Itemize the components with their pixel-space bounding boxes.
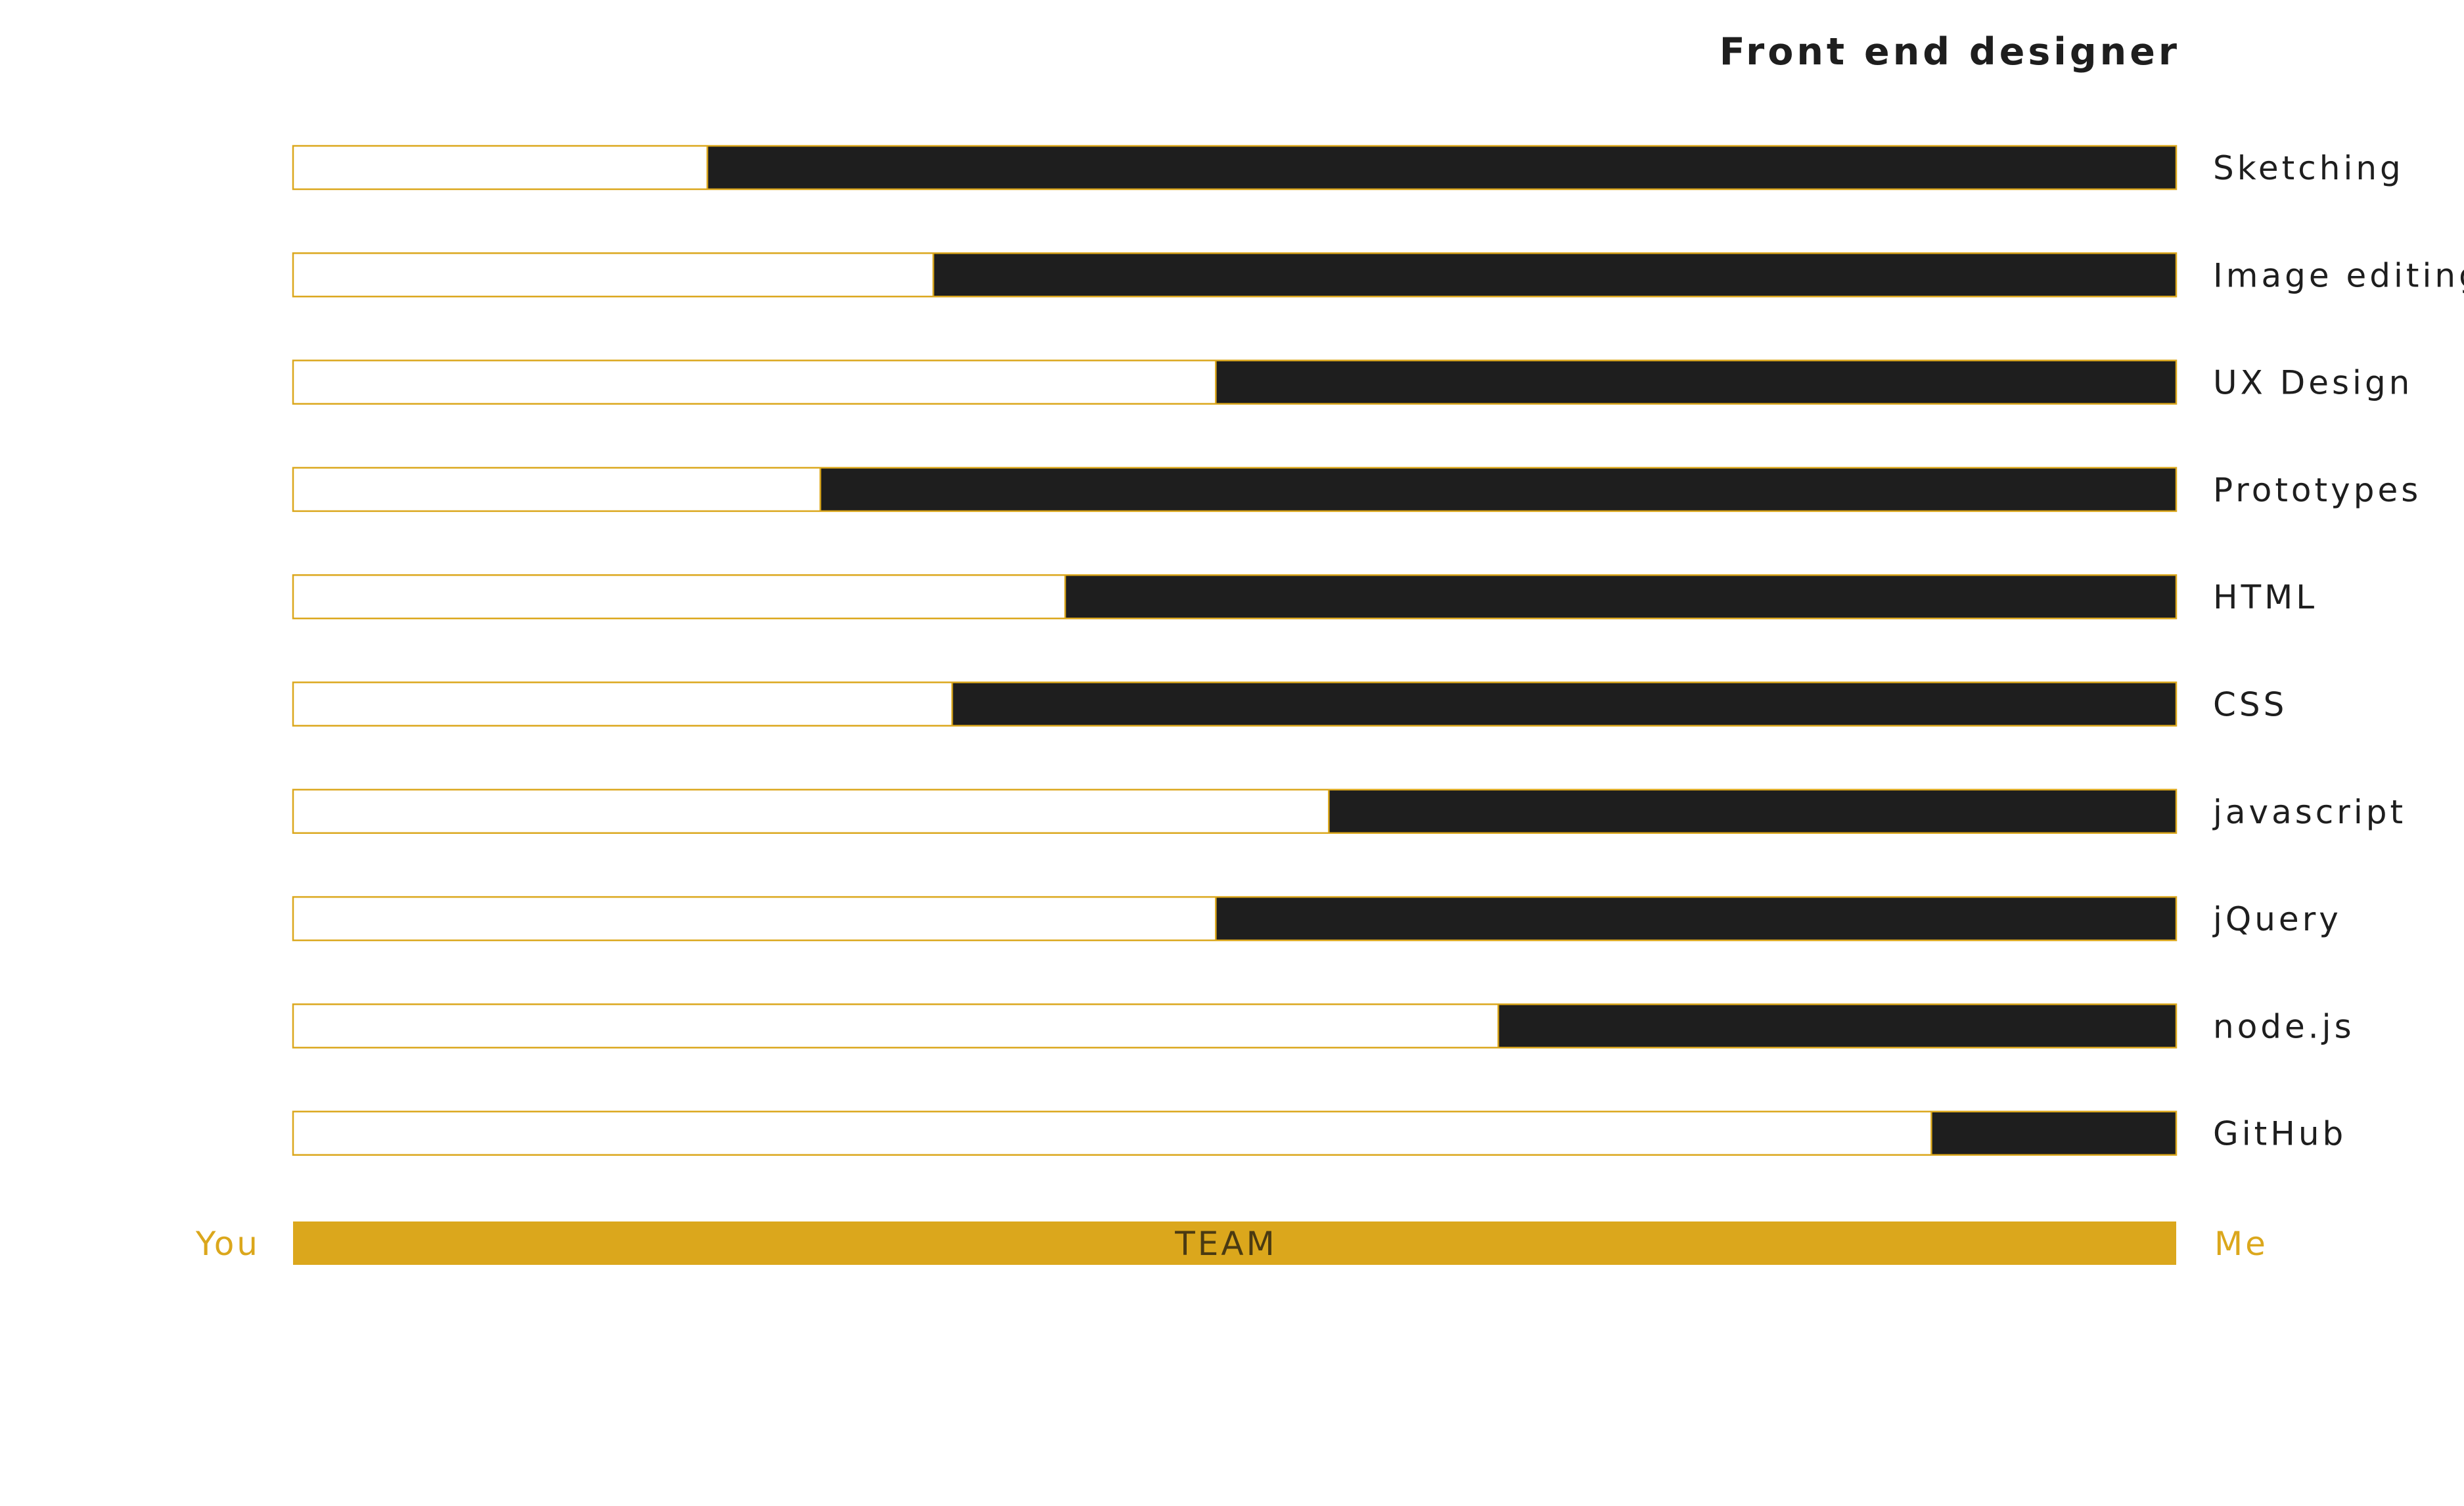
bar-me-prototypes: [820, 467, 2176, 511]
category-label-node-js: node.js: [2213, 1007, 2355, 1045]
bar-me-github: [1931, 1111, 2176, 1155]
bar-outline-image-editing: [292, 252, 2178, 298]
bar-outline-ux-design: [292, 359, 2178, 405]
bar-row-css: CSS: [292, 681, 2287, 727]
bar-outline-github: [292, 1110, 2178, 1156]
bar-row-ux-design: UX Design: [292, 359, 2413, 405]
bar-me-css: [952, 682, 2176, 726]
team-bar: [293, 1221, 2176, 1265]
bar-outline-javascript: [292, 788, 2178, 834]
bar-outline-css: [292, 681, 2178, 727]
chart-title: Front end designer: [1720, 30, 2180, 74]
me-label: Me: [2214, 1225, 2268, 1263]
category-label-ux-design: UX Design: [2213, 364, 2413, 402]
bar-you-css: [293, 682, 953, 726]
bar-row-prototypes: Prototypes: [292, 467, 2421, 513]
bar-row-sketching: Sketching: [292, 145, 2404, 191]
bar-row-node-js: node.js: [292, 1003, 2355, 1049]
bar-outline-jquery: [292, 896, 2178, 942]
bar-you-sketching: [293, 146, 708, 189]
bar-me-image-editing: [933, 253, 2176, 297]
team-label: TEAM: [1174, 1225, 1277, 1263]
bar-you-prototypes: [293, 467, 821, 511]
bar-row-jquery: jQuery: [292, 896, 2342, 942]
scale-bar-group: TEAM You Me: [195, 1221, 2268, 1265]
bar-you-html: [293, 575, 1066, 619]
bar-outline-prototypes: [292, 467, 2178, 513]
bar-you-image-editing: [293, 253, 934, 297]
category-label-jquery: jQuery: [2212, 900, 2342, 938]
category-label-image-editing: Image editing: [2213, 256, 2464, 294]
bar-me-html: [1065, 575, 2176, 619]
bar-row-html: HTML: [292, 574, 2317, 620]
bar-row-github: GitHub: [292, 1110, 2346, 1156]
bar-you-ux-design: [293, 360, 1216, 404]
bar-me-ux-design: [1216, 360, 2176, 404]
bar-you-node-js: [293, 1004, 1499, 1048]
category-label-sketching: Sketching: [2213, 149, 2404, 187]
bar-you-jquery: [293, 897, 1216, 941]
category-label-html: HTML: [2213, 578, 2317, 616]
category-label-github: GitHub: [2213, 1115, 2346, 1153]
bar-you-javascript: [293, 789, 1329, 833]
category-label-javascript: javascript: [2212, 793, 2406, 831]
bar-me-javascript: [1329, 789, 2176, 833]
bar-outline-sketching: [292, 145, 2178, 191]
bar-me-sketching: [707, 146, 2176, 189]
bar-you-github: [293, 1111, 1932, 1155]
bar-outline-html: [292, 574, 2178, 620]
bar-outline-node-js: [292, 1003, 2178, 1049]
you-label: You: [195, 1225, 260, 1263]
bar-row-image-editing: Image editing: [292, 252, 2464, 298]
bars-group: Sketching Image editing UX Design Prototype…: [292, 145, 2464, 1156]
bar-row-javascript: javascript: [292, 788, 2406, 834]
bar-me-jquery: [1216, 897, 2176, 941]
category-label-prototypes: Prototypes: [2213, 471, 2421, 509]
category-label-css: CSS: [2213, 686, 2287, 724]
bar-me-node-js: [1498, 1004, 2176, 1048]
